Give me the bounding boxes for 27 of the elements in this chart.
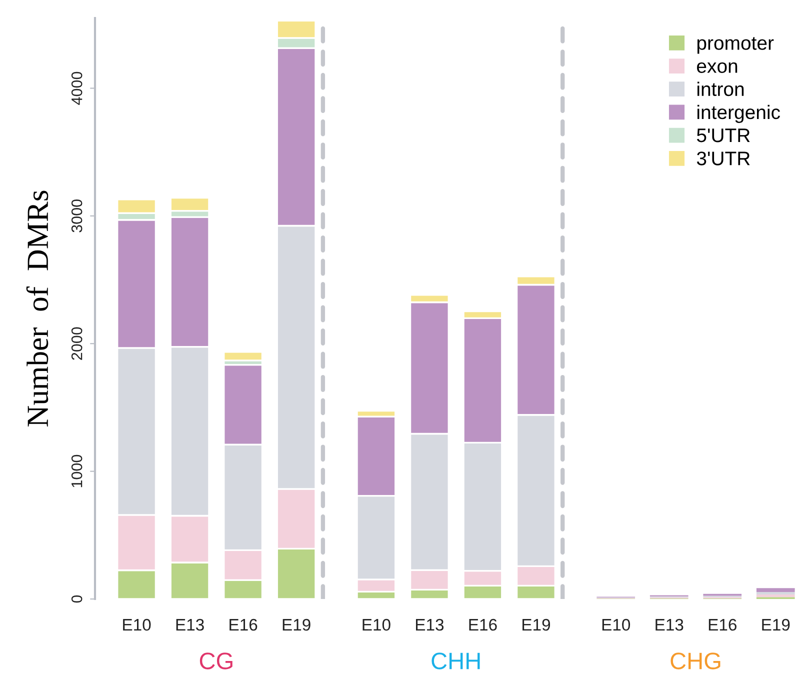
text: CHH [432,652,480,670]
y-tick-label: 3000 [71,200,82,232]
y-tick-label: 0 [71,595,82,603]
x-tick-label: E16 [230,618,258,631]
x-tick-label: E19 [282,618,310,631]
legend-label: promoter [697,37,774,54]
x-tick-label: E13 [656,618,684,631]
y-tick-label: 2000 [71,327,82,360]
x-tick-label: E16 [708,618,736,631]
x-tick-label: E10 [123,618,151,631]
x-tick-label: E10 [362,618,390,631]
legend-label: intron [697,82,744,96]
x-tick-label: E10 [602,618,630,631]
legend-label: 3'UTR [696,152,750,166]
legend-label: intergenic [697,104,780,123]
x-tick-label: E19 [522,618,550,631]
y-tick-label: 4000 [71,72,82,105]
x-tick-label: E16 [469,618,497,631]
y-axis-title: Number of DMRs [26,190,48,426]
legend-label: exon [697,62,738,73]
text: CG [200,652,232,670]
y-tick-label: 1000 [71,454,82,488]
text: CHG [670,652,720,670]
x-tick-label: E13 [416,618,444,631]
legend-label: 5'UTR [696,128,750,142]
x-tick-label: E13 [176,618,204,631]
x-tick-label: E19 [762,618,790,631]
